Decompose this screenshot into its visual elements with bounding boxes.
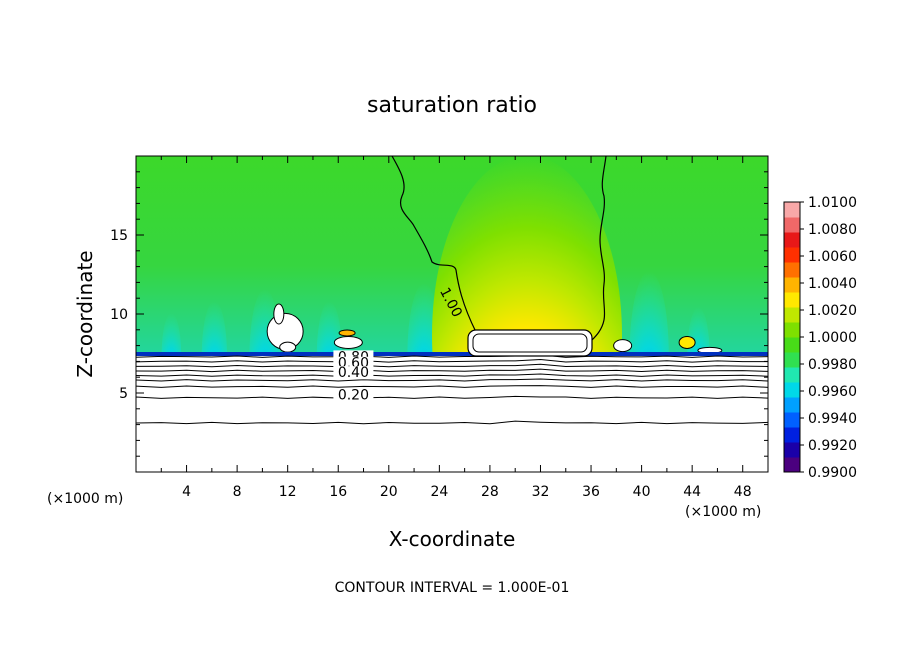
colorbar-segment [784,397,800,413]
x-tick-label: 36 [582,484,600,500]
cloud-patches [266,303,723,354]
colorbar-segment [784,202,800,218]
colorbar-label: 0.9900 [808,465,857,481]
blue-band-lower-boundary [136,352,768,356]
x-axis-label: X-coordinate [389,527,516,551]
colorbar-segment [784,247,800,263]
x-unit-right: (×1000 m) [685,504,761,520]
colorbar-label: 0.9980 [808,357,857,373]
colorbar-label: 1.0080 [808,222,857,238]
colorbar-segment [784,412,800,428]
lower-white-region [136,356,768,472]
colorbar-segment [784,277,800,293]
plot-area [136,156,768,472]
x-tick-label: 20 [380,484,398,500]
cloud-patch [613,339,633,353]
central-cloud-block-inner [472,333,588,353]
x-tick-label: 48 [734,484,752,500]
x-tick-label: 12 [279,484,297,500]
colorbar-segment [784,382,800,398]
y-tick-label: 5 [119,386,128,402]
x-tick-label: 32 [532,484,550,500]
cloud-patch [279,341,297,353]
boundary-layer-contours [136,354,768,425]
y-axis: 5 10 15 [110,171,768,457]
colorbar-segment [784,262,800,278]
colorbar-segment [784,337,800,353]
boundary-layer-contour-line [136,420,768,425]
y-tick-label: 15 [110,228,128,244]
contour-label-bg [333,388,374,402]
contour-interval-note: CONTOUR INTERVAL = 1.000E-01 [335,580,570,596]
colorbar-segment [784,307,800,323]
colorbar-segment [784,442,800,458]
boundary-layer-contour-line [136,385,768,388]
contour-label: 0.20 [338,387,369,403]
x-axis: 4 8 12 16 20 24 28 32 36 40 44 48 [160,156,752,500]
colorbar-label: 0.9960 [808,384,857,400]
cloud-patch [333,335,363,349]
contour-label-bg [333,366,374,380]
colorbar-segment [784,352,800,368]
x-tick-label: 24 [430,484,448,500]
colorbar-segment [784,322,800,338]
colorbar-segment [784,367,800,383]
colorbar-label: 1.0100 [808,195,857,211]
contour-label: 0.40 [338,365,369,381]
x-tick-label: 40 [633,484,651,500]
x-tick-label: 28 [481,484,499,500]
colorbar-segment [784,292,800,308]
colorbar-segment [784,427,800,443]
colorbar-segment [784,457,800,473]
boundary-layer-contour-line [136,373,768,377]
x-tick-label: 44 [683,484,701,500]
y-tick-label: 10 [110,307,128,323]
colorbar-label: 1.0020 [808,303,857,319]
boundary-layer-contour-line [136,395,768,399]
x-tick-label: 4 [182,484,191,500]
contour-labels: 1.000.800.600.400.20 [333,285,465,403]
boundary-layer-contour-line [136,363,768,368]
colorbar-label: 0.9940 [808,411,857,427]
contour-1-00-left [391,156,477,333]
chart-title: saturation ratio [367,93,537,118]
boundary-layer-contour-line [136,368,768,373]
central-cloud-block [467,329,593,357]
y-axis-label: Z-coordinate [73,250,97,377]
colorbar: 1.0100 1.0080 1.0060 1.0040 1.0020 1.0000 0.99… [783,195,857,481]
contour-1-00-right [591,156,607,341]
x-tick-label: 8 [233,484,242,500]
x-tick-label: 16 [329,484,347,500]
colorbar-label: 1.0000 [808,330,857,346]
cloud-patch [678,335,696,349]
x-unit-left: (×1000 m) [47,491,123,507]
cloud-patch [338,329,356,337]
colorbar-segment [784,232,800,248]
colorbar-label: 1.0040 [808,276,857,292]
cloud-patch [273,303,285,325]
boundary-layer-contour-line [136,359,768,363]
colorbar-label: 0.9920 [808,438,857,454]
boundary-layer-contour-line [136,354,768,358]
colorbar-label: 1.0060 [808,249,857,265]
colorbar-segment [784,217,800,233]
boundary-layer-contour-line [136,378,768,382]
